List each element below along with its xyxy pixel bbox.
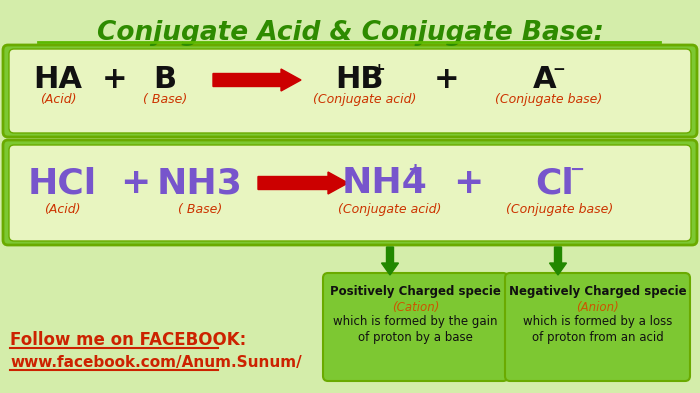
Text: Follow me on FACEBOOK:: Follow me on FACEBOOK:: [10, 331, 246, 349]
Text: (Anion): (Anion): [576, 301, 619, 314]
Text: (Acid): (Acid): [43, 204, 80, 217]
FancyArrow shape: [382, 247, 398, 275]
Text: −: −: [569, 161, 584, 179]
Text: +: +: [120, 166, 150, 200]
Text: HB: HB: [336, 66, 384, 94]
FancyBboxPatch shape: [323, 273, 508, 381]
FancyArrow shape: [213, 69, 301, 91]
Text: (Conjugate base): (Conjugate base): [496, 94, 603, 107]
Text: NH3: NH3: [157, 166, 243, 200]
Text: www.facebook.com/Anum.Sunum/: www.facebook.com/Anum.Sunum/: [10, 356, 302, 371]
FancyArrow shape: [258, 172, 348, 194]
Text: Negatively Charged specie: Negatively Charged specie: [509, 285, 686, 299]
FancyBboxPatch shape: [3, 140, 697, 245]
Text: A: A: [533, 66, 556, 94]
Text: which is formed by the gain: which is formed by the gain: [333, 316, 498, 329]
Text: +: +: [434, 66, 460, 94]
Text: of proton from an acid: of proton from an acid: [531, 331, 664, 343]
Text: Conjugate Acid & Conjugate Base:: Conjugate Acid & Conjugate Base:: [97, 20, 603, 46]
Text: HCl: HCl: [27, 166, 97, 200]
Text: ( Base): ( Base): [143, 94, 187, 107]
Text: Positively Charged specie: Positively Charged specie: [330, 285, 501, 299]
Text: (Conjugate acid): (Conjugate acid): [338, 204, 442, 217]
FancyBboxPatch shape: [9, 145, 691, 241]
FancyBboxPatch shape: [9, 49, 691, 133]
Text: (Acid): (Acid): [40, 94, 76, 107]
Text: HA: HA: [34, 66, 83, 94]
Text: +: +: [372, 62, 386, 77]
Text: B: B: [153, 66, 176, 94]
Text: (Conjugate base): (Conjugate base): [506, 204, 614, 217]
Text: ( Base): ( Base): [178, 204, 222, 217]
Text: which is formed by a loss: which is formed by a loss: [523, 316, 672, 329]
FancyBboxPatch shape: [3, 45, 697, 137]
FancyBboxPatch shape: [505, 273, 690, 381]
Text: (Cation): (Cation): [392, 301, 439, 314]
Text: NH4: NH4: [342, 166, 428, 200]
Text: −: −: [552, 62, 566, 77]
Text: +: +: [407, 161, 423, 179]
Text: (Conjugate acid): (Conjugate acid): [314, 94, 416, 107]
FancyArrow shape: [550, 247, 566, 275]
Text: Cl: Cl: [536, 166, 575, 200]
Text: +: +: [453, 166, 483, 200]
Text: of proton by a base: of proton by a base: [358, 331, 473, 343]
Text: +: +: [102, 66, 128, 94]
